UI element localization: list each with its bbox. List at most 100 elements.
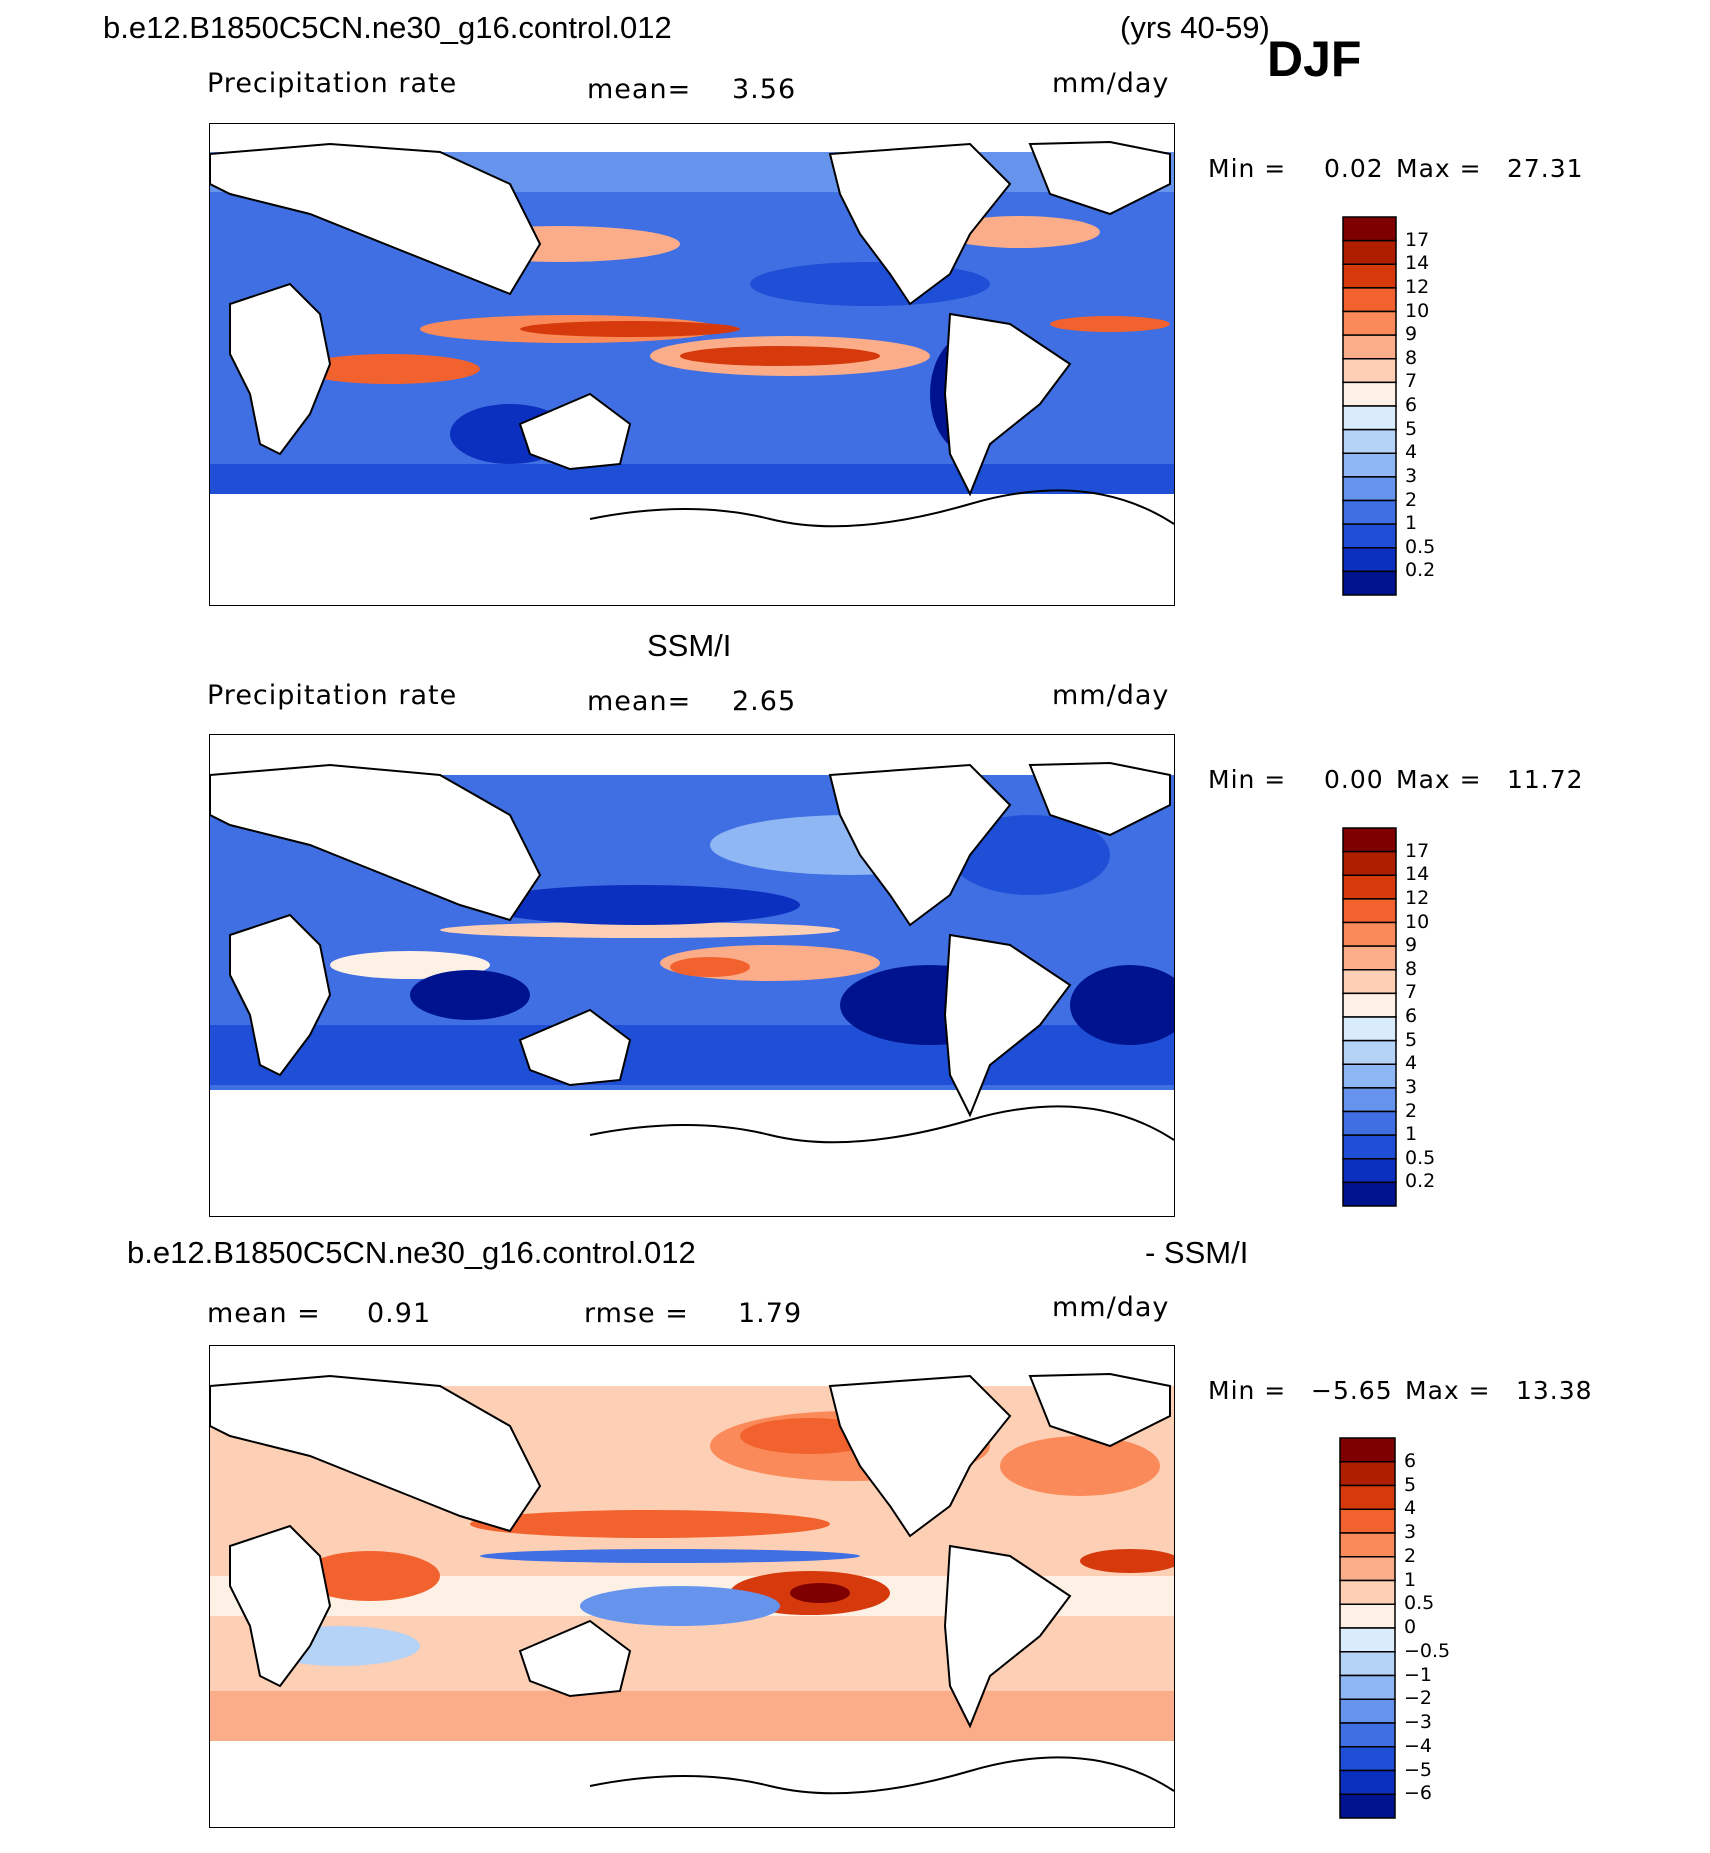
diff-precip-map xyxy=(209,1345,1175,1828)
panel3-mean-label: mean = xyxy=(207,1298,321,1329)
colorbar-swatch xyxy=(1339,1651,1396,1677)
panel3-title-left: b.e12.B1850C5CN.ne30_g16.control.012 xyxy=(127,1235,696,1270)
colorbar-level-label: −4 xyxy=(1404,1734,1433,1757)
colorbar-swatch xyxy=(1342,874,1397,900)
colorbar-swatch xyxy=(1342,969,1397,995)
colorbar-level-label: 6 xyxy=(1404,1449,1417,1472)
colorbar-level-label: 14 xyxy=(1405,863,1430,886)
colorbar-level-label: 12 xyxy=(1405,886,1430,909)
colorbar-swatch xyxy=(1339,1579,1396,1605)
colorbar-swatch xyxy=(1342,1158,1397,1184)
colorbar-swatch xyxy=(1342,523,1397,549)
panel3-min-label: Min = xyxy=(1208,1376,1287,1405)
colorbar-swatch xyxy=(1342,499,1397,525)
colorbar-level-label: 0.2 xyxy=(1405,1170,1436,1193)
case-name: b.e12.B1850C5CN.ne30_g16.control.012 xyxy=(103,10,672,45)
colorbar-level-label: 3 xyxy=(1405,1075,1418,1098)
colorbar-level-label: 0 xyxy=(1404,1616,1417,1638)
colorbar-swatches xyxy=(1342,827,1397,1207)
colorbar-level-label: 7 xyxy=(1405,981,1418,1004)
colorbar-swatch xyxy=(1342,945,1397,971)
panel3-max-label: Max = xyxy=(1405,1376,1491,1405)
colorbar-swatch xyxy=(1342,405,1397,431)
colorbar-level-label: 8 xyxy=(1405,346,1418,369)
panel1-colorbar: 17 14 12 10 9 8 7 6 5 4 3 2 1 0.5 0.2 xyxy=(1342,216,1435,596)
colorbar-swatch xyxy=(1339,1698,1396,1724)
panel2-min-value: 0.00 xyxy=(1324,765,1384,794)
colorbar-swatch xyxy=(1339,1769,1396,1795)
colorbar-swatch xyxy=(1342,381,1397,407)
colorbar-swatch xyxy=(1342,547,1397,573)
colorbar-swatch xyxy=(1339,1556,1396,1582)
colorbar-swatch xyxy=(1339,1484,1396,1510)
colorbar-level-label: −1 xyxy=(1404,1663,1433,1686)
colorbar-level-label: 5 xyxy=(1404,1473,1417,1496)
colorbar-level-label: −0.5 xyxy=(1404,1639,1451,1662)
panel2-title: SSM/I xyxy=(647,628,732,663)
colorbar-level-label: 0.5 xyxy=(1404,1592,1435,1615)
panel3-rmse-label: rmse = xyxy=(584,1298,689,1329)
panel2-variable: Precipitation rate xyxy=(207,680,458,711)
colorbar-level-label: 7 xyxy=(1405,370,1418,393)
panel1-max-value: 27.31 xyxy=(1507,154,1584,183)
colorbar-level-label: 3 xyxy=(1404,1521,1417,1543)
colorbar-swatch xyxy=(1339,1508,1396,1534)
colorbar-level-label: 3 xyxy=(1405,464,1418,487)
panel3-min-value: −5.65 xyxy=(1311,1376,1393,1405)
colorbar-level-label: 0.5 xyxy=(1405,1146,1436,1169)
colorbar-swatch xyxy=(1342,1087,1397,1113)
colorbar-swatch xyxy=(1342,570,1397,596)
panel1-units: mm/day xyxy=(1052,68,1170,99)
colorbar-level-label: 4 xyxy=(1404,1497,1417,1520)
panel3-units: mm/day xyxy=(1052,1292,1170,1323)
colorbar-swatch xyxy=(1342,1016,1397,1042)
colorbar-swatch xyxy=(1342,827,1397,853)
colorbar-swatch xyxy=(1342,239,1397,265)
colorbar-level-label: 0.2 xyxy=(1405,559,1436,582)
colorbar-swatch xyxy=(1342,898,1397,924)
panel1-max-label: Max = xyxy=(1396,154,1482,183)
panel3-title-right: - SSM/I xyxy=(1145,1235,1249,1270)
colorbar-swatch xyxy=(1339,1627,1396,1653)
colorbar-swatches xyxy=(1342,216,1397,596)
colorbar-swatch xyxy=(1342,452,1397,478)
colorbar-swatch xyxy=(1342,263,1397,289)
panel3-mean-value: 0.91 xyxy=(367,1298,432,1329)
colorbar-swatch xyxy=(1342,1039,1397,1065)
colorbar-level-label: −5 xyxy=(1404,1758,1433,1781)
panel2-max-label: Max = xyxy=(1396,765,1482,794)
panel3-colorbar: 6 5 4 3 2 1 0.5 0 −0.5 −1 −2 −3 −4 −5 −6 xyxy=(1339,1437,1450,1819)
colorbar-level-label: 1 xyxy=(1405,512,1418,535)
colorbar-level-label: −6 xyxy=(1404,1782,1433,1805)
colorbar-level-label: 1 xyxy=(1405,1123,1418,1146)
colorbar-swatch xyxy=(1342,358,1397,384)
ssmi-precip-map xyxy=(209,734,1175,1217)
colorbar-level-label: −3 xyxy=(1404,1711,1433,1733)
colorbar-swatch xyxy=(1342,428,1397,454)
colorbar-swatch xyxy=(1342,310,1397,336)
colorbar-level-label: 2 xyxy=(1405,488,1418,511)
colorbar-level-label: 4 xyxy=(1405,441,1418,464)
colorbar-level-label: 10 xyxy=(1405,910,1430,933)
colorbar-level-label: 6 xyxy=(1405,1005,1418,1027)
model-precip-map xyxy=(209,123,1175,606)
panel2-units: mm/day xyxy=(1052,680,1170,711)
colorbar-level-label: 5 xyxy=(1405,417,1418,440)
colorbar-swatch xyxy=(1339,1746,1396,1772)
panel3-rmse-value: 1.79 xyxy=(738,1298,803,1329)
colorbar-swatch xyxy=(1339,1793,1396,1819)
colorbar-swatch xyxy=(1339,1603,1396,1629)
panel1-mean-label: mean= xyxy=(587,74,692,105)
panel1-min-value: 0.02 xyxy=(1324,154,1384,183)
colorbar-level-label: 17 xyxy=(1405,228,1430,251)
colorbar-swatch xyxy=(1342,1063,1397,1089)
colorbar-level-label: 9 xyxy=(1405,934,1418,957)
panel1-variable: Precipitation rate xyxy=(207,68,458,99)
colorbar-swatch xyxy=(1339,1674,1396,1700)
colorbar-level-label: −2 xyxy=(1404,1687,1433,1710)
season-label: DJF xyxy=(1267,31,1362,87)
colorbar-level-label: 0.5 xyxy=(1405,535,1436,558)
colorbar-swatch xyxy=(1342,476,1397,502)
years-range: (yrs 40-59) xyxy=(1120,10,1270,45)
panel1-min-label: Min = xyxy=(1208,154,1287,183)
